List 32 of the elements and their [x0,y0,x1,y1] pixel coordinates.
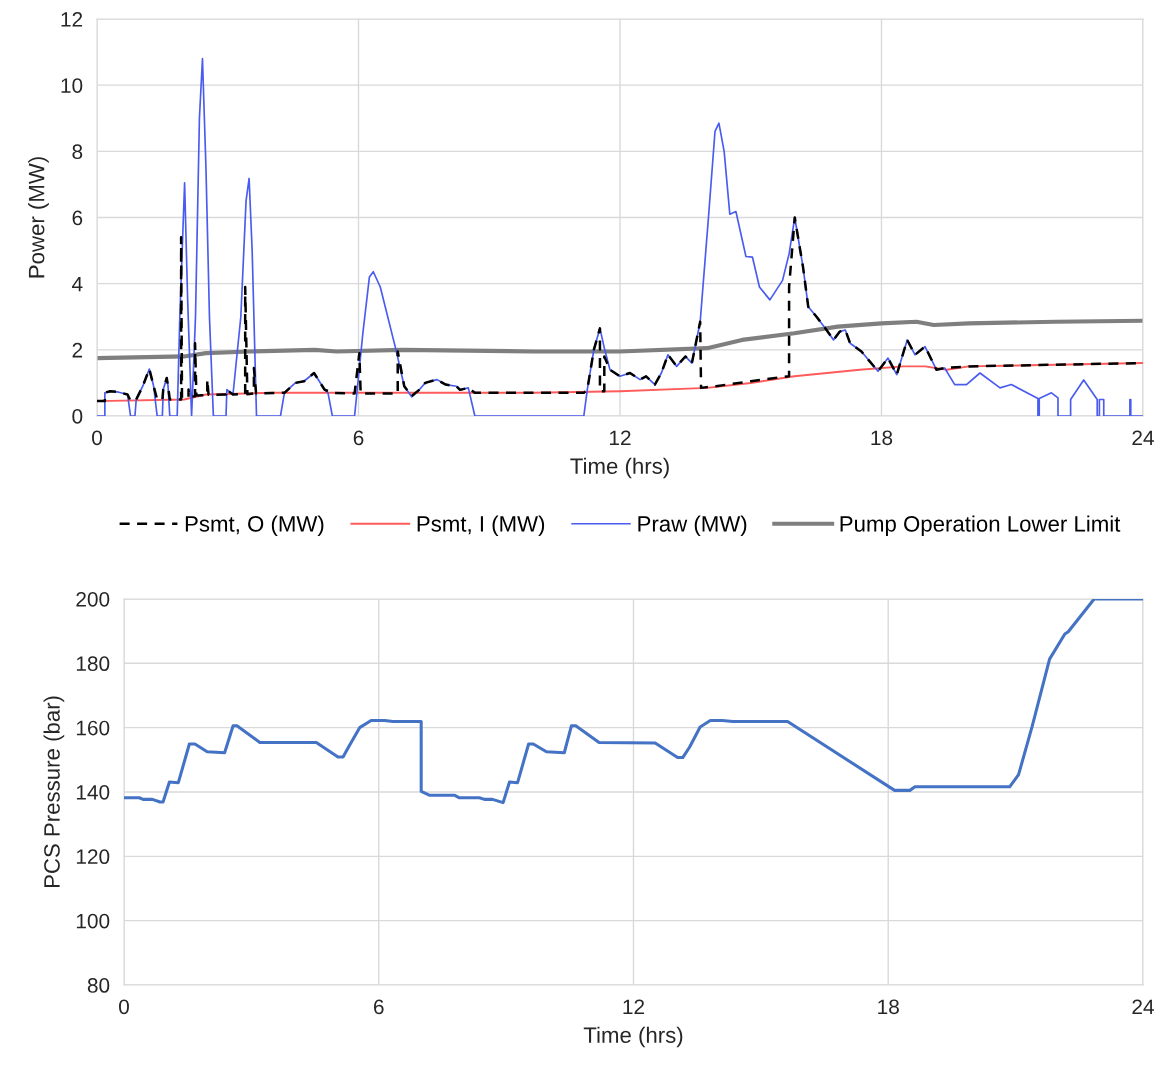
y-tick-label: 120 [76,849,110,865]
line-series [97,318,1143,361]
x-tick-label: 12 [609,430,631,445]
x-tick-label: 0 [119,999,129,1015]
x-axis-title: Time (hrs) [583,1026,683,1048]
x-tick-label: 24 [1132,430,1154,445]
legend-label: Pump Operation Lower Limit [840,515,1121,537]
y-tick-label: 4 [72,276,83,292]
x-tick-label: 18 [878,999,899,1015]
x-tick-label: 18 [871,430,893,446]
y-tick-label: 180 [76,656,110,672]
y-axis-title: Power (MW) [28,157,49,278]
y-tick-label: 0 [72,409,83,424]
y-tick-label: 12 [61,11,83,27]
y-tick-label: 10 [61,78,83,93]
x-tick-label: 24 [1132,999,1154,1014]
x-tick-label: 12 [623,999,645,1014]
y-tick-label: 200 [76,591,110,607]
y-tick-label: 160 [76,720,110,736]
y-tick-label: 100 [76,913,110,929]
x-tick-label: 6 [353,430,364,446]
y-tick-label: 2 [72,342,83,358]
y-tick-label: 140 [76,784,110,800]
y-tick-label: 8 [72,144,83,160]
legend-label: Psmt, O (MW) [185,515,324,537]
y-tick-label: 80 [87,978,110,993]
y-tick-label: 6 [72,210,83,226]
x-tick-label: 6 [374,999,384,1015]
x-axis-title: Time (hrs) [570,457,669,479]
legend-label: Psmt, I (MW) [417,515,545,537]
y-axis-title: PCS Pressure (bar) [43,696,65,888]
legend-label: Praw (MW) [638,515,747,537]
